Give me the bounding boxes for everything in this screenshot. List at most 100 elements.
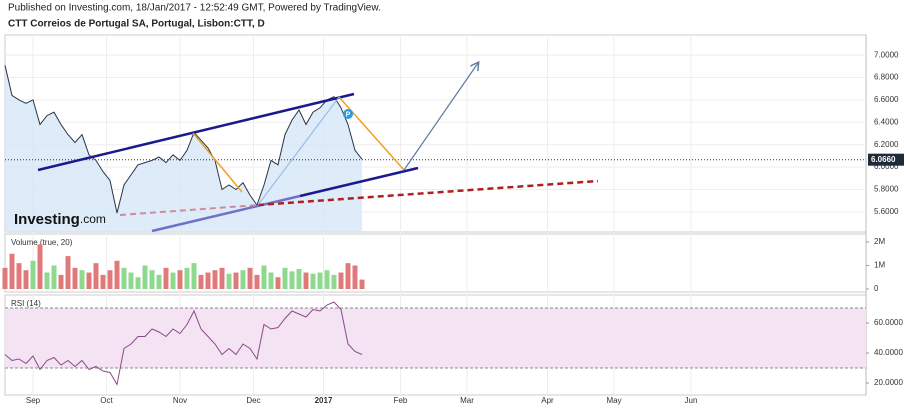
x-tick-label: Feb [394,396,408,405]
volume-bar [142,265,148,289]
volume-bar [317,272,323,289]
volume-bar [254,274,260,289]
volume-bar [310,273,316,289]
volume-bar [72,267,78,289]
y-tick-label: 6.4000 [874,117,899,126]
volume-bar [51,265,57,289]
volume-bar [37,244,43,289]
y-tick-label: 6.0000 [874,162,899,171]
volume-bar [93,263,99,289]
volume-bar [212,270,218,289]
x-tick-label: Oct [100,396,113,405]
volume-bar [163,267,169,289]
x-tick-label: Apr [541,396,554,405]
y-tick-label: 60.0000 [874,318,903,327]
volume-bar [30,260,36,289]
lower-channel-a [151,194,301,233]
price-area [5,65,362,232]
volume-bar [16,263,22,289]
last-price-box [868,153,904,166]
volume-bar [156,274,162,289]
volume-bar [198,274,204,289]
volume-bar [128,272,134,289]
panes: Sep Oct Nov Dec 2017 Feb Mar Apr May Jun 5.6000 5.8… [2,34,904,405]
y-tick-label: 20.0000 [874,378,903,387]
volume-bar [191,263,197,289]
y-tick-label: 5.8000 [874,185,899,194]
y-tick-label: 2M [874,237,885,246]
orange-line [192,132,243,193]
pane-title: Volume (true, 20) [11,238,73,247]
volume-bar [219,267,225,289]
logo: Investing.com [14,211,106,228]
volume-bar [352,265,358,289]
x-tick-label: Dec [246,396,260,405]
volume-bar [261,265,267,289]
x-tick-label: May [606,396,621,405]
volume-bar [303,272,309,289]
volume-bar [100,274,106,289]
volume-bar [275,277,281,289]
volume-bar [247,267,253,289]
volume-bar [359,279,365,289]
y-tick-label: 5.6000 [874,207,899,216]
lower-channel-b [299,166,419,198]
blue-line [257,96,340,206]
volume-bar [79,270,85,289]
volume-bar [289,271,295,289]
volume-bar [296,269,302,289]
y-tick-label: 6.8000 [874,73,899,82]
support-dash-red [257,179,599,207]
volume-bar [170,272,176,289]
volume-bar [114,260,120,289]
rsi-band [5,308,866,369]
volume-bar [184,267,190,289]
event-marker-label: P [346,111,351,118]
volume-bar [338,272,344,289]
instrument-title: CTT Correios de Portugal SA, Portugal, L… [8,19,265,30]
support-dash [119,204,259,216]
x-tick-label: 2017 [315,396,333,405]
x-tick-label: Mar [460,396,474,405]
pane-title: RSI (14) [11,299,41,308]
pane-frame [4,233,867,293]
volume-bar [2,267,8,289]
x-tick-label: Sep [26,396,41,405]
volume-bar [331,274,337,289]
x-tick-label: Nov [173,396,187,405]
volume-bar [149,270,155,289]
volume-bar [226,273,232,289]
published-line: Published on Investing.com, 18/Jan/2017 … [8,3,381,14]
volume-bar [324,270,330,289]
y-tick-label: 7.0000 [874,50,899,59]
volume-bar [9,253,15,289]
volume-bar [65,256,71,289]
volume-bar [205,272,211,289]
rsi-line [4,301,363,386]
logo-suffix: .com [80,212,106,226]
volume-bar [86,272,92,289]
volume-bar [23,270,29,289]
y-tick-label: 0 [874,284,879,293]
volume-bar [282,267,288,289]
volume-bar [121,267,127,289]
event-marker[interactable] [343,109,353,119]
y-tick-label: 40.0000 [874,348,903,357]
forecast-arrow [403,63,478,171]
volume-bar [135,277,141,289]
drawings: P Investing.com [14,63,599,233]
y-tick-label: 1M [874,261,885,270]
volume-bar [268,272,274,289]
y-tick-label: 6.6000 [874,95,899,104]
volume-bar [107,270,113,289]
volume-bar [233,272,239,289]
price-line [4,65,363,214]
volume-bar [345,263,351,289]
x-tick-label: Jun [685,396,698,405]
upper-channel [37,92,355,172]
volume-bar [240,270,246,289]
y-tick-label: 6.2000 [874,140,899,149]
orange-line [338,96,405,171]
volume-bar [44,272,50,289]
